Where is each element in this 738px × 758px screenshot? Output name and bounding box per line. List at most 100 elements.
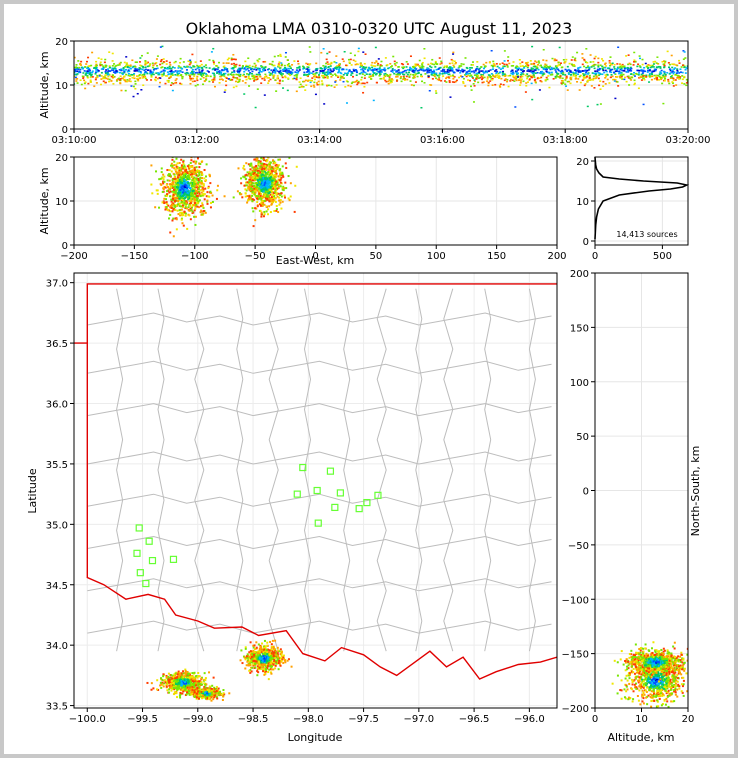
- source-point: [276, 165, 279, 168]
- source-point: [96, 69, 99, 71]
- source-point: [172, 82, 175, 85]
- source-point: [279, 72, 282, 75]
- source-point: [303, 71, 306, 74]
- source-point: [266, 213, 269, 216]
- source-point: [260, 201, 263, 204]
- source-point: [312, 75, 315, 78]
- source-point: [601, 73, 604, 76]
- source-point: [617, 46, 620, 49]
- source-point: [249, 71, 252, 74]
- source-point: [278, 61, 281, 63]
- source-point: [618, 72, 621, 75]
- source-point: [248, 181, 251, 184]
- source-point: [232, 53, 235, 56]
- source-point: [676, 77, 679, 79]
- source-point: [158, 72, 161, 75]
- source-point: [200, 177, 203, 180]
- source-point: [163, 682, 166, 685]
- source-point: [141, 68, 144, 71]
- source-point: [478, 67, 481, 70]
- source-point: [431, 70, 434, 73]
- source-point: [551, 73, 554, 76]
- county-line: [87, 620, 552, 634]
- source-point: [273, 149, 275, 151]
- source-point: [512, 75, 515, 77]
- source-point: [280, 64, 283, 66]
- source-point: [663, 72, 666, 75]
- source-point: [335, 68, 338, 71]
- source-point: [516, 76, 519, 78]
- source-point: [388, 66, 391, 69]
- source-point: [253, 80, 256, 82]
- source-point: [185, 192, 188, 195]
- source-point: [276, 181, 279, 184]
- source-point: [251, 198, 254, 201]
- source-point: [190, 73, 193, 76]
- source-point: [268, 173, 271, 176]
- source-point: [171, 202, 174, 205]
- source-point: [198, 194, 201, 197]
- source-point: [204, 64, 207, 66]
- source-point: [79, 68, 82, 71]
- source-point: [535, 65, 538, 68]
- source-point: [421, 64, 424, 67]
- source-point: [144, 71, 147, 73]
- source-point: [648, 74, 651, 76]
- source-point: [457, 69, 460, 72]
- source-point: [247, 75, 250, 78]
- source-point: [576, 81, 579, 83]
- source-point: [171, 186, 174, 189]
- source-point: [176, 173, 179, 176]
- source-point: [170, 69, 173, 72]
- source-point: [339, 75, 342, 77]
- source-point: [106, 72, 109, 74]
- source-point: [266, 177, 269, 180]
- source-point: [189, 196, 192, 199]
- source-point: [672, 77, 675, 80]
- source-point: [94, 78, 97, 81]
- source-point: [432, 74, 435, 77]
- source-point: [477, 81, 480, 84]
- source-point: [247, 185, 250, 188]
- source-point: [184, 169, 187, 172]
- source-point: [182, 190, 185, 193]
- source-point: [284, 70, 287, 72]
- source-point: [183, 154, 185, 156]
- source-point: [502, 83, 505, 86]
- source-point: [366, 81, 369, 84]
- source-point: [278, 203, 281, 206]
- source-point: [285, 166, 288, 169]
- county-line: [415, 288, 423, 652]
- source-point: [298, 81, 301, 83]
- source-point: [409, 73, 412, 76]
- source-point: [496, 74, 499, 76]
- source-point: [275, 172, 278, 175]
- source-point: [189, 187, 192, 190]
- source-point: [371, 69, 374, 71]
- source-point: [553, 67, 556, 70]
- source-point: [481, 75, 484, 77]
- source-point: [378, 71, 381, 73]
- source-point: [244, 82, 247, 84]
- source-point: [159, 81, 162, 84]
- source-point: [90, 74, 93, 77]
- source-point: [347, 58, 350, 61]
- source-point: [581, 57, 584, 59]
- source-point: [234, 58, 237, 61]
- source-point: [359, 66, 362, 69]
- source-point: [427, 63, 430, 66]
- source-point: [287, 77, 290, 80]
- source-point: [359, 62, 362, 65]
- source-point: [271, 73, 274, 75]
- source-point: [316, 83, 319, 86]
- source-point: [560, 66, 563, 69]
- source-point: [569, 82, 572, 85]
- source-point: [345, 68, 348, 71]
- source-point: [218, 71, 221, 74]
- source-point: [258, 186, 261, 189]
- source-point: [601, 65, 604, 68]
- source-point: [185, 685, 188, 688]
- source-point: [248, 172, 251, 175]
- source-point: [584, 61, 587, 63]
- source-point: [121, 77, 124, 80]
